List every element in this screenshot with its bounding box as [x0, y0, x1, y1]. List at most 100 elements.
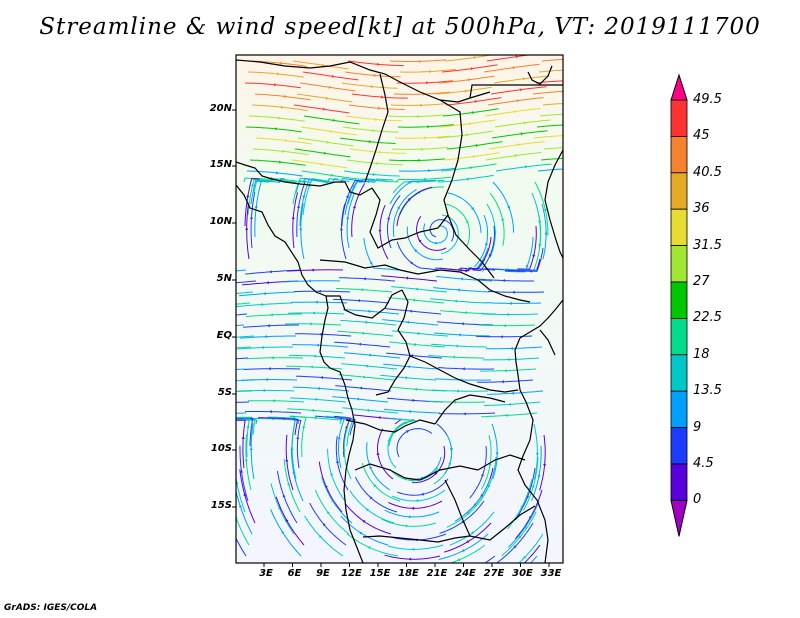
- map-title: Streamline & wind speed[kt] at 500hPa, V…: [39, 14, 761, 40]
- streamline-arrow: [250, 183, 254, 187]
- streamline: [239, 469, 256, 524]
- colorbar-segment: [670, 354, 688, 392]
- streamline-arrow: [273, 83, 277, 87]
- streamline-arrow: [544, 232, 548, 236]
- streamline-arrow: [267, 324, 270, 328]
- streamline: [236, 302, 251, 305]
- streamline-arrow: [330, 173, 334, 177]
- streamline: [292, 344, 349, 348]
- streamline-arrow: [502, 279, 505, 283]
- streamline: [240, 379, 298, 381]
- streamline-arrow: [408, 181, 412, 184]
- colorbar-label: 18: [693, 346, 710, 362]
- streamline: [484, 302, 542, 304]
- streamline: [246, 313, 302, 317]
- streamline: [293, 290, 351, 293]
- streamline-arrow: [313, 416, 317, 420]
- streamline: [309, 502, 347, 546]
- streamline-arrow: [488, 254, 492, 258]
- streamline: [488, 141, 545, 150]
- streamline: [448, 544, 486, 563]
- streamline: [517, 225, 537, 270]
- streamline-arrow: [322, 107, 326, 111]
- streamline-arrow: [231, 528, 234, 531]
- streamline: [351, 93, 408, 99]
- grads-credit: GrADS: IGES/COLA: [4, 603, 98, 613]
- streamline-arrow: [282, 494, 286, 498]
- streamline: [304, 515, 344, 557]
- streamline: [287, 408, 344, 414]
- streamline: [543, 147, 563, 150]
- streamline: [236, 335, 255, 338]
- streamline: [437, 367, 495, 370]
- streamline: [541, 58, 563, 62]
- streamline: [341, 179, 364, 227]
- streamline: [345, 115, 402, 122]
- streamline-arrow: [376, 452, 380, 456]
- streamline: [434, 378, 492, 381]
- streamline: [438, 75, 495, 84]
- streamline-arrow: [411, 506, 415, 510]
- streamline-arrow: [299, 227, 303, 231]
- streamline: [236, 401, 250, 403]
- lat-label: 5N: [216, 273, 232, 284]
- streamline: [523, 456, 539, 511]
- streamline-arrow: [495, 452, 499, 456]
- streamlines: [213, 55, 574, 563]
- map-frame: [235, 54, 564, 564]
- streamline: [440, 214, 459, 255]
- streamline-arrow: [571, 58, 574, 61]
- streamline-arrow: [375, 161, 379, 165]
- streamline: [250, 423, 255, 480]
- streamline: [338, 374, 395, 381]
- streamline-arrow: [406, 320, 410, 324]
- streamline: [302, 178, 330, 216]
- streamline-arrow: [370, 261, 373, 265]
- streamline: [289, 354, 346, 359]
- streamline-arrow: [264, 335, 267, 339]
- streamline: [296, 93, 353, 103]
- streamline-arrow: [312, 311, 315, 315]
- streamline-arrow: [368, 353, 372, 357]
- streamline: [236, 418, 256, 436]
- streamline: [388, 418, 416, 447]
- streamline-arrow: [296, 205, 300, 209]
- colorbar-segment: [670, 135, 688, 174]
- streamline: [337, 416, 346, 469]
- streamline: [536, 124, 563, 128]
- streamline: [236, 417, 254, 447]
- streamline: [391, 286, 448, 293]
- streamline: [393, 91, 450, 95]
- colorbar-segment: [670, 427, 688, 465]
- streamline-arrow: [261, 345, 264, 350]
- streamline: [335, 436, 349, 491]
- streamline: [389, 341, 446, 348]
- streamline: [484, 108, 541, 117]
- streamline-arrow: [221, 293, 224, 296]
- streamline: [292, 419, 302, 469]
- streamline: [444, 203, 471, 248]
- streamline-arrow: [363, 277, 366, 281]
- streamline: [485, 152, 542, 161]
- streamline-arrow: [520, 132, 524, 136]
- streamline: [491, 423, 498, 480]
- streamline-arrow: [465, 220, 469, 224]
- streamline: [333, 298, 390, 304]
- streamline-arrow: [213, 369, 216, 372]
- streamline-arrow: [523, 555, 527, 559]
- streamline: [538, 69, 563, 73]
- streamline-arrow: [269, 270, 272, 274]
- lon-label: 30E: [512, 568, 533, 579]
- streamline-arrow: [460, 277, 464, 281]
- streamline: [384, 509, 440, 518]
- streamline-arrow: [456, 389, 459, 393]
- streamline: [236, 302, 293, 308]
- lat-label: 20N: [209, 103, 232, 114]
- streamline-arrow: [320, 376, 324, 380]
- streamline: [337, 330, 394, 337]
- streamline-arrow: [500, 218, 504, 222]
- streamline: [247, 71, 304, 78]
- streamline-arrow: [291, 416, 295, 420]
- streamline: [236, 280, 257, 284]
- streamline: [385, 308, 442, 315]
